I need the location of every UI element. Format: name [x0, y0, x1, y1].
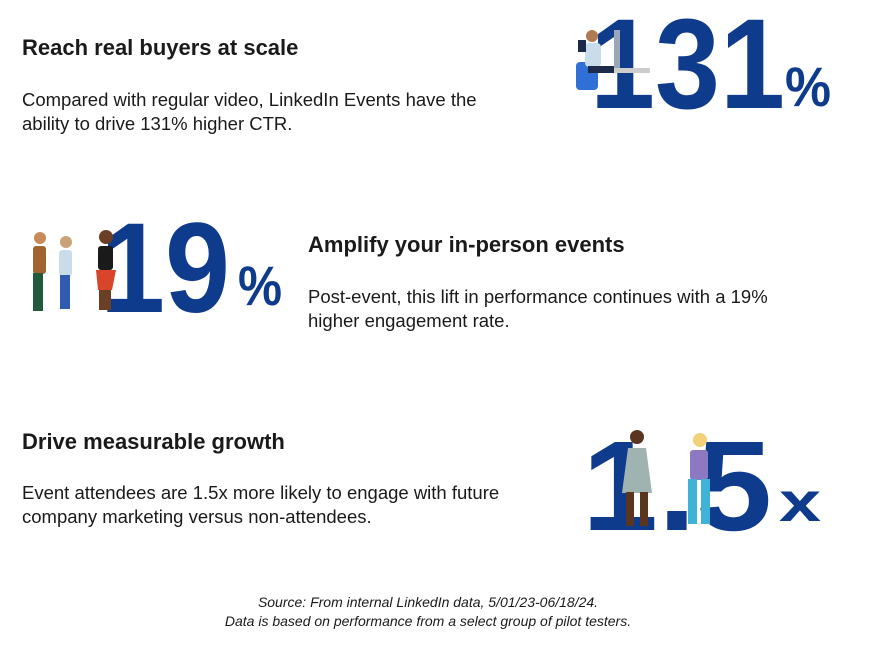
section-body: Compared with regular video, LinkedIn Ev…: [22, 89, 477, 110]
section-body: ability to drive 131% higher CTR.: [22, 113, 292, 134]
stat-unit: %: [238, 254, 282, 317]
illustration-worker: [576, 30, 650, 90]
stat-number: 19: [100, 197, 230, 340]
source-note: Data is based on performance from a sele…: [225, 613, 631, 629]
illustration-people: [33, 230, 116, 311]
section-title: Amplify your in-person events: [308, 232, 625, 257]
section-body: Post-event, this lift in performance con…: [308, 286, 768, 307]
stat-unit: x: [779, 470, 821, 533]
stat-number: 1.5: [582, 415, 772, 558]
section-title: Reach real buyers at scale: [22, 35, 298, 60]
source-note: Source: From internal LinkedIn data, 5/0…: [258, 594, 598, 610]
section-title: Drive measurable growth: [22, 429, 285, 454]
section-body: higher engagement rate.: [308, 310, 510, 331]
section-body: Event attendees are 1.5x more likely to …: [22, 482, 499, 503]
section-body: company marketing versus non-attendees.: [22, 506, 372, 527]
stat-unit: %: [785, 55, 831, 118]
illustration-handshake: [622, 430, 710, 526]
